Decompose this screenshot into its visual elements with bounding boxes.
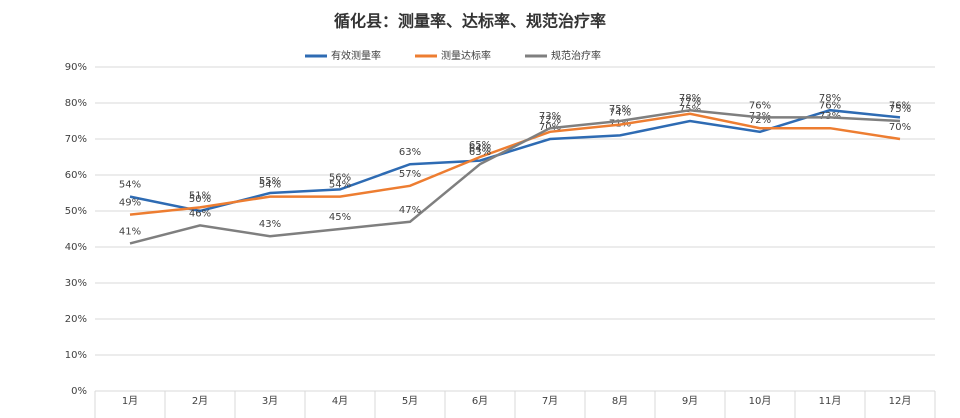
y-tick-label: 20%	[65, 314, 87, 325]
data-label: 78%	[679, 93, 701, 104]
data-label: 54%	[329, 180, 351, 191]
data-label: 75%	[889, 104, 911, 115]
y-tick-label: 10%	[65, 350, 87, 361]
data-label: 77%	[679, 97, 701, 108]
data-label: 63%	[399, 147, 421, 158]
series-line	[129, 112, 901, 216]
y-tick-label: 70%	[65, 134, 87, 145]
data-label: 51%	[189, 190, 211, 201]
data-label: 70%	[889, 122, 911, 133]
series-line	[129, 108, 901, 245]
chart-title: 循化县：测量率、达标率、规范治疗率	[334, 12, 606, 31]
x-tick-label: 1月	[122, 395, 138, 407]
data-label: 76%	[749, 100, 771, 111]
data-label: 54%	[119, 180, 141, 191]
y-tick-label: 30%	[65, 278, 87, 289]
data-label: 72%	[749, 115, 771, 126]
data-label: 47%	[399, 205, 421, 216]
y-tick-label: 60%	[65, 170, 87, 181]
x-tick-label: 12月	[889, 395, 912, 407]
data-label: 76%	[819, 100, 841, 111]
data-label: 50%	[189, 194, 211, 205]
x-tick-label: 11月	[819, 395, 842, 407]
data-label: 73%	[539, 111, 561, 122]
data-label: 75%	[609, 104, 631, 115]
x-tick-label: 10月	[749, 395, 772, 407]
data-label: 74%	[609, 108, 631, 119]
y-tick-label: 50%	[65, 206, 87, 217]
data-label: 56%	[329, 172, 351, 183]
series-line	[129, 108, 901, 213]
data-label: 63%	[469, 147, 491, 158]
legend-label: 规范治疗率	[551, 49, 601, 62]
data-label: 54%	[259, 180, 281, 191]
x-tick-label: 7月	[542, 395, 558, 407]
data-label: 41%	[119, 226, 141, 237]
x-tick-label: 9月	[682, 395, 698, 407]
y-tick-label: 0%	[71, 386, 87, 397]
data-label: 64%	[469, 144, 491, 155]
data-label: 72%	[539, 115, 561, 126]
y-tick-label: 80%	[65, 98, 87, 109]
legend-label: 有效测量率	[331, 49, 381, 62]
data-label: 46%	[189, 208, 211, 219]
data-label: 76%	[889, 100, 911, 111]
data-label: 78%	[819, 93, 841, 104]
x-tick-label: 6月	[472, 395, 488, 407]
legend-label: 测量达标率	[441, 49, 491, 62]
y-tick-label: 90%	[65, 62, 87, 73]
x-tick-label: 5月	[402, 395, 418, 407]
data-label: 65%	[469, 140, 491, 151]
data-label: 55%	[259, 176, 281, 187]
x-tick-label: 2月	[192, 395, 208, 407]
x-tick-label: 3月	[262, 395, 278, 407]
y-tick-label: 40%	[65, 242, 87, 253]
data-label: 43%	[259, 219, 281, 230]
data-label: 49%	[119, 198, 141, 209]
data-label: 45%	[329, 212, 351, 223]
x-tick-label: 4月	[332, 395, 348, 407]
data-label: 57%	[399, 169, 421, 180]
x-tick-label: 8月	[612, 395, 628, 407]
